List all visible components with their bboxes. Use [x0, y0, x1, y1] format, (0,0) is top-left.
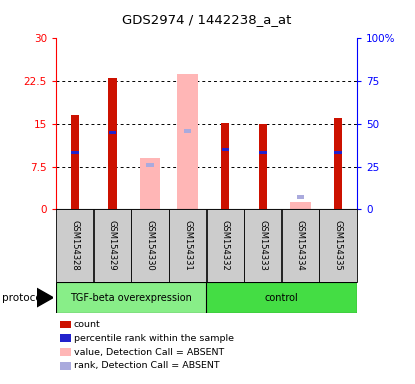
Bar [297, 195, 304, 199]
Text: GSM154333: GSM154333 [259, 220, 267, 271]
Text: TGF-beta overexpression: TGF-beta overexpression [70, 293, 192, 303]
Text: GSM154329: GSM154329 [108, 220, 117, 271]
Bar [244, 209, 281, 282]
Bar [282, 209, 319, 282]
Bar [207, 209, 244, 282]
Text: protocol: protocol [2, 293, 45, 303]
Bar [56, 282, 206, 313]
Bar [94, 209, 131, 282]
Bar [140, 158, 160, 209]
Bar [334, 118, 342, 209]
Bar [222, 148, 229, 151]
Bar [132, 209, 168, 282]
Bar [334, 151, 342, 154]
Text: GSM154330: GSM154330 [146, 220, 154, 271]
Bar [290, 202, 311, 209]
Bar [221, 123, 229, 209]
Text: GSM154328: GSM154328 [70, 220, 79, 271]
Bar [259, 151, 267, 154]
Bar [177, 74, 198, 209]
Bar [146, 163, 154, 167]
Text: GSM154332: GSM154332 [221, 220, 230, 271]
Bar [71, 115, 79, 209]
Bar [320, 209, 357, 282]
Bar [259, 124, 267, 209]
Bar [71, 151, 78, 154]
Text: count: count [74, 320, 100, 329]
Bar [56, 209, 93, 282]
Text: GSM154334: GSM154334 [296, 220, 305, 271]
Bar [109, 131, 116, 134]
Bar [108, 78, 117, 209]
Text: rank, Detection Call = ABSENT: rank, Detection Call = ABSENT [74, 361, 220, 371]
Text: percentile rank within the sample: percentile rank within the sample [74, 334, 234, 343]
Bar [169, 209, 206, 282]
Text: GSM154331: GSM154331 [183, 220, 192, 271]
Text: control: control [265, 293, 298, 303]
Text: value, Detection Call = ABSENT: value, Detection Call = ABSENT [74, 348, 224, 357]
Text: GSM154335: GSM154335 [334, 220, 343, 271]
Polygon shape [37, 288, 53, 307]
Bar [206, 282, 357, 313]
Bar [184, 129, 191, 132]
Text: GDS2974 / 1442238_a_at: GDS2974 / 1442238_a_at [122, 13, 291, 26]
